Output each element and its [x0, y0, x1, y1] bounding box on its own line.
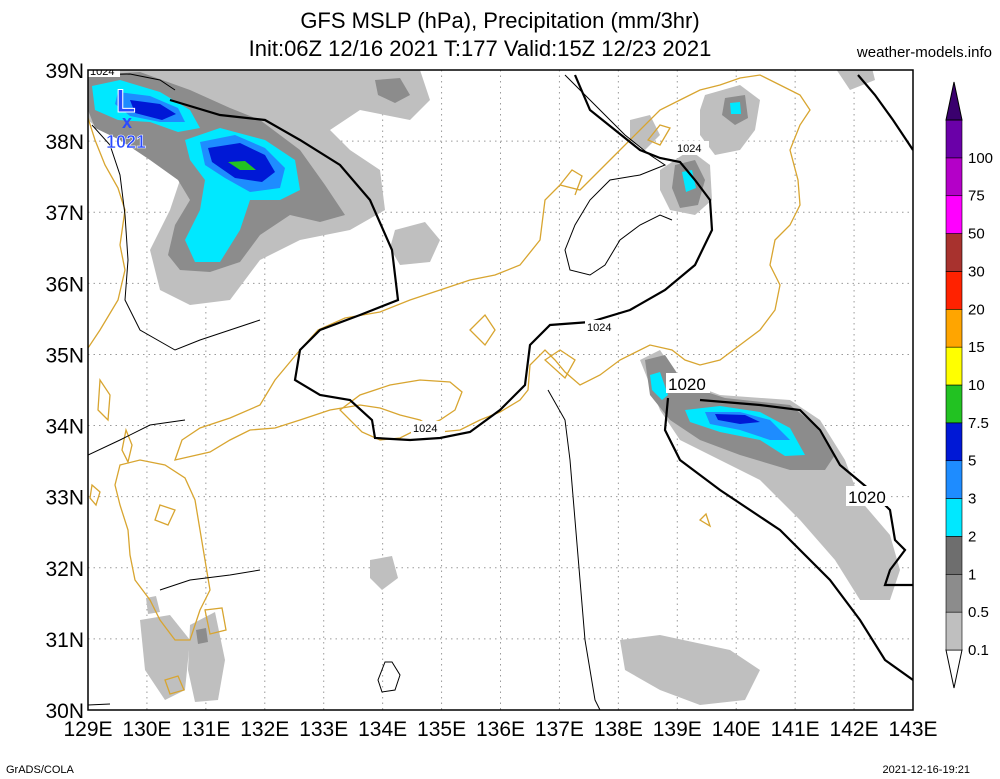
colorbar-level-label: 30: [968, 263, 985, 280]
lat-tick-label: 33N: [45, 487, 84, 510]
site-credit: weather-models.info: [856, 44, 992, 61]
lon-tick-label: 138E: [594, 718, 643, 741]
low-pressure-center: L x 1021: [106, 83, 147, 153]
colorbar-level-label: 7.5: [968, 415, 989, 432]
lat-tick-label: 31N: [45, 629, 84, 652]
coastline: [88, 74, 811, 695]
lon-tick-label: 139E: [653, 718, 702, 741]
lat-tick-label: 36N: [45, 273, 84, 296]
map-frame: [87, 69, 914, 711]
colorbar-level-label: 2: [968, 528, 976, 545]
lat-tick-label: 34N: [45, 416, 84, 439]
isobar-label: 1024: [677, 143, 701, 155]
colorbar-level-label: 0.1: [968, 642, 989, 659]
lon-tick-label: 143E: [888, 718, 937, 741]
map-title-line2: Init:06Z 12/16 2021 T:177 Valid:15Z 12/2…: [248, 36, 712, 61]
lon-tick-label: 134E: [358, 718, 407, 741]
isobar-label: 1024: [587, 322, 611, 334]
isobar-label: 1024: [90, 66, 114, 78]
colorbar-swatch: [945, 611, 963, 651]
isobar-label: 1024: [413, 423, 437, 435]
colorbar-swatch: [945, 119, 963, 159]
footer-software: GrADS/COLA: [6, 764, 74, 776]
colorbar-level-label: 100: [968, 150, 993, 167]
lon-tick-label: 137E: [535, 718, 584, 741]
longitude-labels: 129E 130E 131E 132E 133E 134E 135E 136E 137E 138E…: [63, 718, 937, 741]
lon-tick-label: 136E: [476, 718, 525, 741]
colorbar-swatch: [945, 384, 963, 424]
isobar-label: 1020: [668, 375, 706, 394]
lat-tick-label: 35N: [45, 344, 84, 367]
colorbar-swatch: [945, 498, 963, 537]
lon-tick-label: 141E: [771, 718, 820, 741]
colorbar-swatch: [945, 422, 963, 462]
latitude-labels: 30N 31N 32N 33N 34N 35N 36N 37N 38N 39N: [45, 60, 84, 723]
lon-tick-label: 131E: [181, 718, 230, 741]
lat-tick-label: 37N: [45, 202, 84, 225]
lon-tick-label: 142E: [830, 718, 879, 741]
colorbar-swatch: [945, 271, 963, 310]
lat-tick-label: 32N: [45, 558, 84, 581]
colorbar-level-label: 0.5: [968, 604, 989, 621]
precipitation-field: [88, 70, 900, 705]
colorbar-level-label: 20: [968, 301, 985, 318]
colorbar-swatch: [945, 346, 963, 386]
colorbar-level-label: 10: [968, 377, 985, 394]
lon-tick-label: 130E: [122, 718, 171, 741]
lon-tick-label: 135E: [417, 718, 466, 741]
colorbar-level-label: 15: [968, 339, 985, 356]
isobar-label: 1020: [848, 488, 886, 507]
colorbar-swatch: [945, 308, 963, 348]
colorbar-level-label: 1: [968, 566, 976, 583]
colorbar-level-label: 75: [968, 188, 985, 205]
colorbar-level-label: 3: [968, 491, 976, 508]
isobar-labels: 1024 1024 1024 1024 1020 1020: [88, 66, 890, 507]
colorbar-level-label: 50: [968, 226, 985, 243]
colorbar-swatch: [945, 536, 963, 575]
precipitation-colorbar: 0.1 0.5 1 2 3 5 7.5 10 15 20 30 50 75 100: [945, 81, 993, 689]
colorbar-swatch: [945, 233, 963, 272]
lon-tick-label: 132E: [240, 718, 289, 741]
low-marker: x: [122, 112, 132, 132]
lon-tick-label: 140E: [712, 718, 761, 741]
colorbar-swatch: [945, 157, 963, 197]
lat-tick-label: 30N: [45, 700, 84, 723]
low-symbol: L: [116, 83, 136, 119]
lat-tick-label: 39N: [45, 60, 84, 83]
lon-tick-label: 133E: [299, 718, 348, 741]
lat-tick-label: 38N: [45, 131, 84, 154]
colorbar-min-triangle: [945, 649, 963, 689]
colorbar-max-triangle: [945, 81, 963, 121]
map-title-line1: GFS MSLP (hPa), Precipitation (mm/3hr): [300, 8, 700, 33]
colorbar-level-label: 5: [968, 453, 976, 470]
colorbar-swatch: [945, 195, 963, 234]
colorbar-swatch: [945, 573, 963, 613]
footer-timestamp: 2021-12-16-19:21: [882, 764, 970, 776]
lon-tick-label: 129E: [63, 718, 112, 741]
low-value: 1021: [106, 132, 146, 152]
colorbar-swatch: [945, 460, 963, 499]
